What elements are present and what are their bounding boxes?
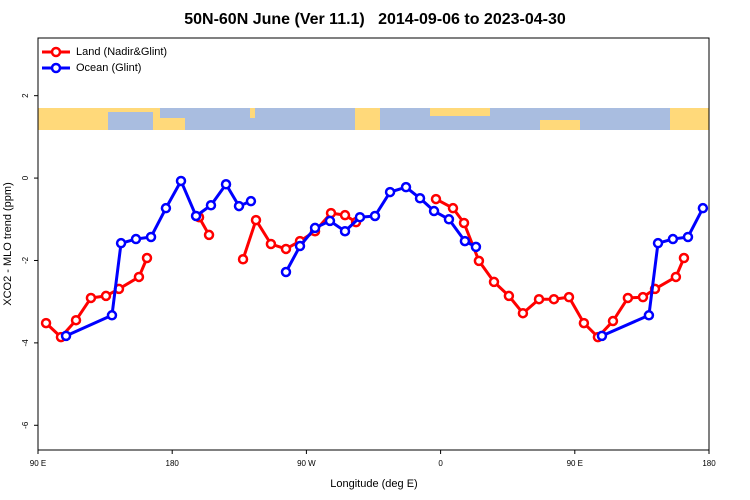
data-point [430,193,442,205]
x-axis-label: Longitude (deg E) [330,478,417,490]
data-point [428,205,440,217]
data-point [400,181,412,193]
legend-marker [50,62,62,74]
data-point [233,200,245,212]
data-point [265,238,277,250]
plot-frame [37,37,710,451]
data-point [458,217,470,229]
x-tick-label: 180 [702,459,716,468]
x-tick-label: 90 W [297,459,316,468]
legend-label: Ocean (Glint) [76,62,141,74]
x-tick-label: 180 [166,459,180,468]
y-tick-label: -4 [21,339,30,347]
y-tick-label: 2 [21,93,30,98]
data-point [294,240,306,252]
y-tick-label: 0 [21,175,30,180]
data-point [447,202,459,214]
data-point [40,317,52,329]
data-point [533,293,545,305]
legend-label: Land (Nadir&Glint) [76,46,167,58]
data-point [324,215,336,227]
series-line [45,197,686,339]
data-point [205,200,217,211]
chart-title: 50N-60N June (Ver 11.1) 2014-09-06 to 20… [184,11,566,28]
data-point [130,233,142,245]
data-point [250,214,262,226]
data-point [678,252,690,264]
legend-marker [50,46,62,58]
y-tick-label: -2 [21,256,30,264]
data-point [369,210,381,222]
data-point [339,209,351,221]
data-point [622,292,634,304]
data-point [354,211,366,223]
data-point [503,290,515,302]
data-point [309,222,321,234]
data-point [160,202,172,214]
data-point [563,291,575,303]
map-band [38,108,709,130]
data-point [141,252,153,264]
data-point [100,290,112,302]
data-point [414,193,426,204]
x-tick-label: 90 E [567,459,583,468]
data-point [339,225,351,237]
data-point [384,186,396,198]
data-point [670,271,682,283]
data-point [517,307,529,319]
data-point [470,241,482,253]
data-point [652,237,664,249]
data-point [682,231,694,243]
data-point [85,292,97,304]
data-point [667,233,679,245]
data-point [578,317,590,329]
y-axis-label: XCO2 - MLO trend (ppm) [2,182,14,305]
data-point [607,315,619,327]
data-point [203,229,215,241]
data-point [488,276,500,288]
data-point [548,293,560,305]
data-point [106,310,118,321]
data-point [133,271,145,283]
data-point [643,310,655,321]
data-point [596,330,608,342]
x-tick-label: 0 [438,459,443,468]
data-point [245,195,257,207]
data-point [220,179,232,190]
y-tick-label: -6 [21,421,30,429]
data-point [115,237,127,249]
data-point [70,314,82,326]
data-point [237,253,249,265]
data-point [459,235,471,247]
data-point [280,243,292,255]
data-point [473,255,485,267]
data-point [697,202,709,214]
data-point [175,175,187,187]
series-line [65,179,705,338]
data-point [637,291,649,303]
data-point [280,266,292,278]
data-point [145,231,157,243]
x-tick-label: 90 E [30,459,46,468]
data-point [190,210,202,222]
data-point [443,214,455,225]
data-point [60,330,72,342]
